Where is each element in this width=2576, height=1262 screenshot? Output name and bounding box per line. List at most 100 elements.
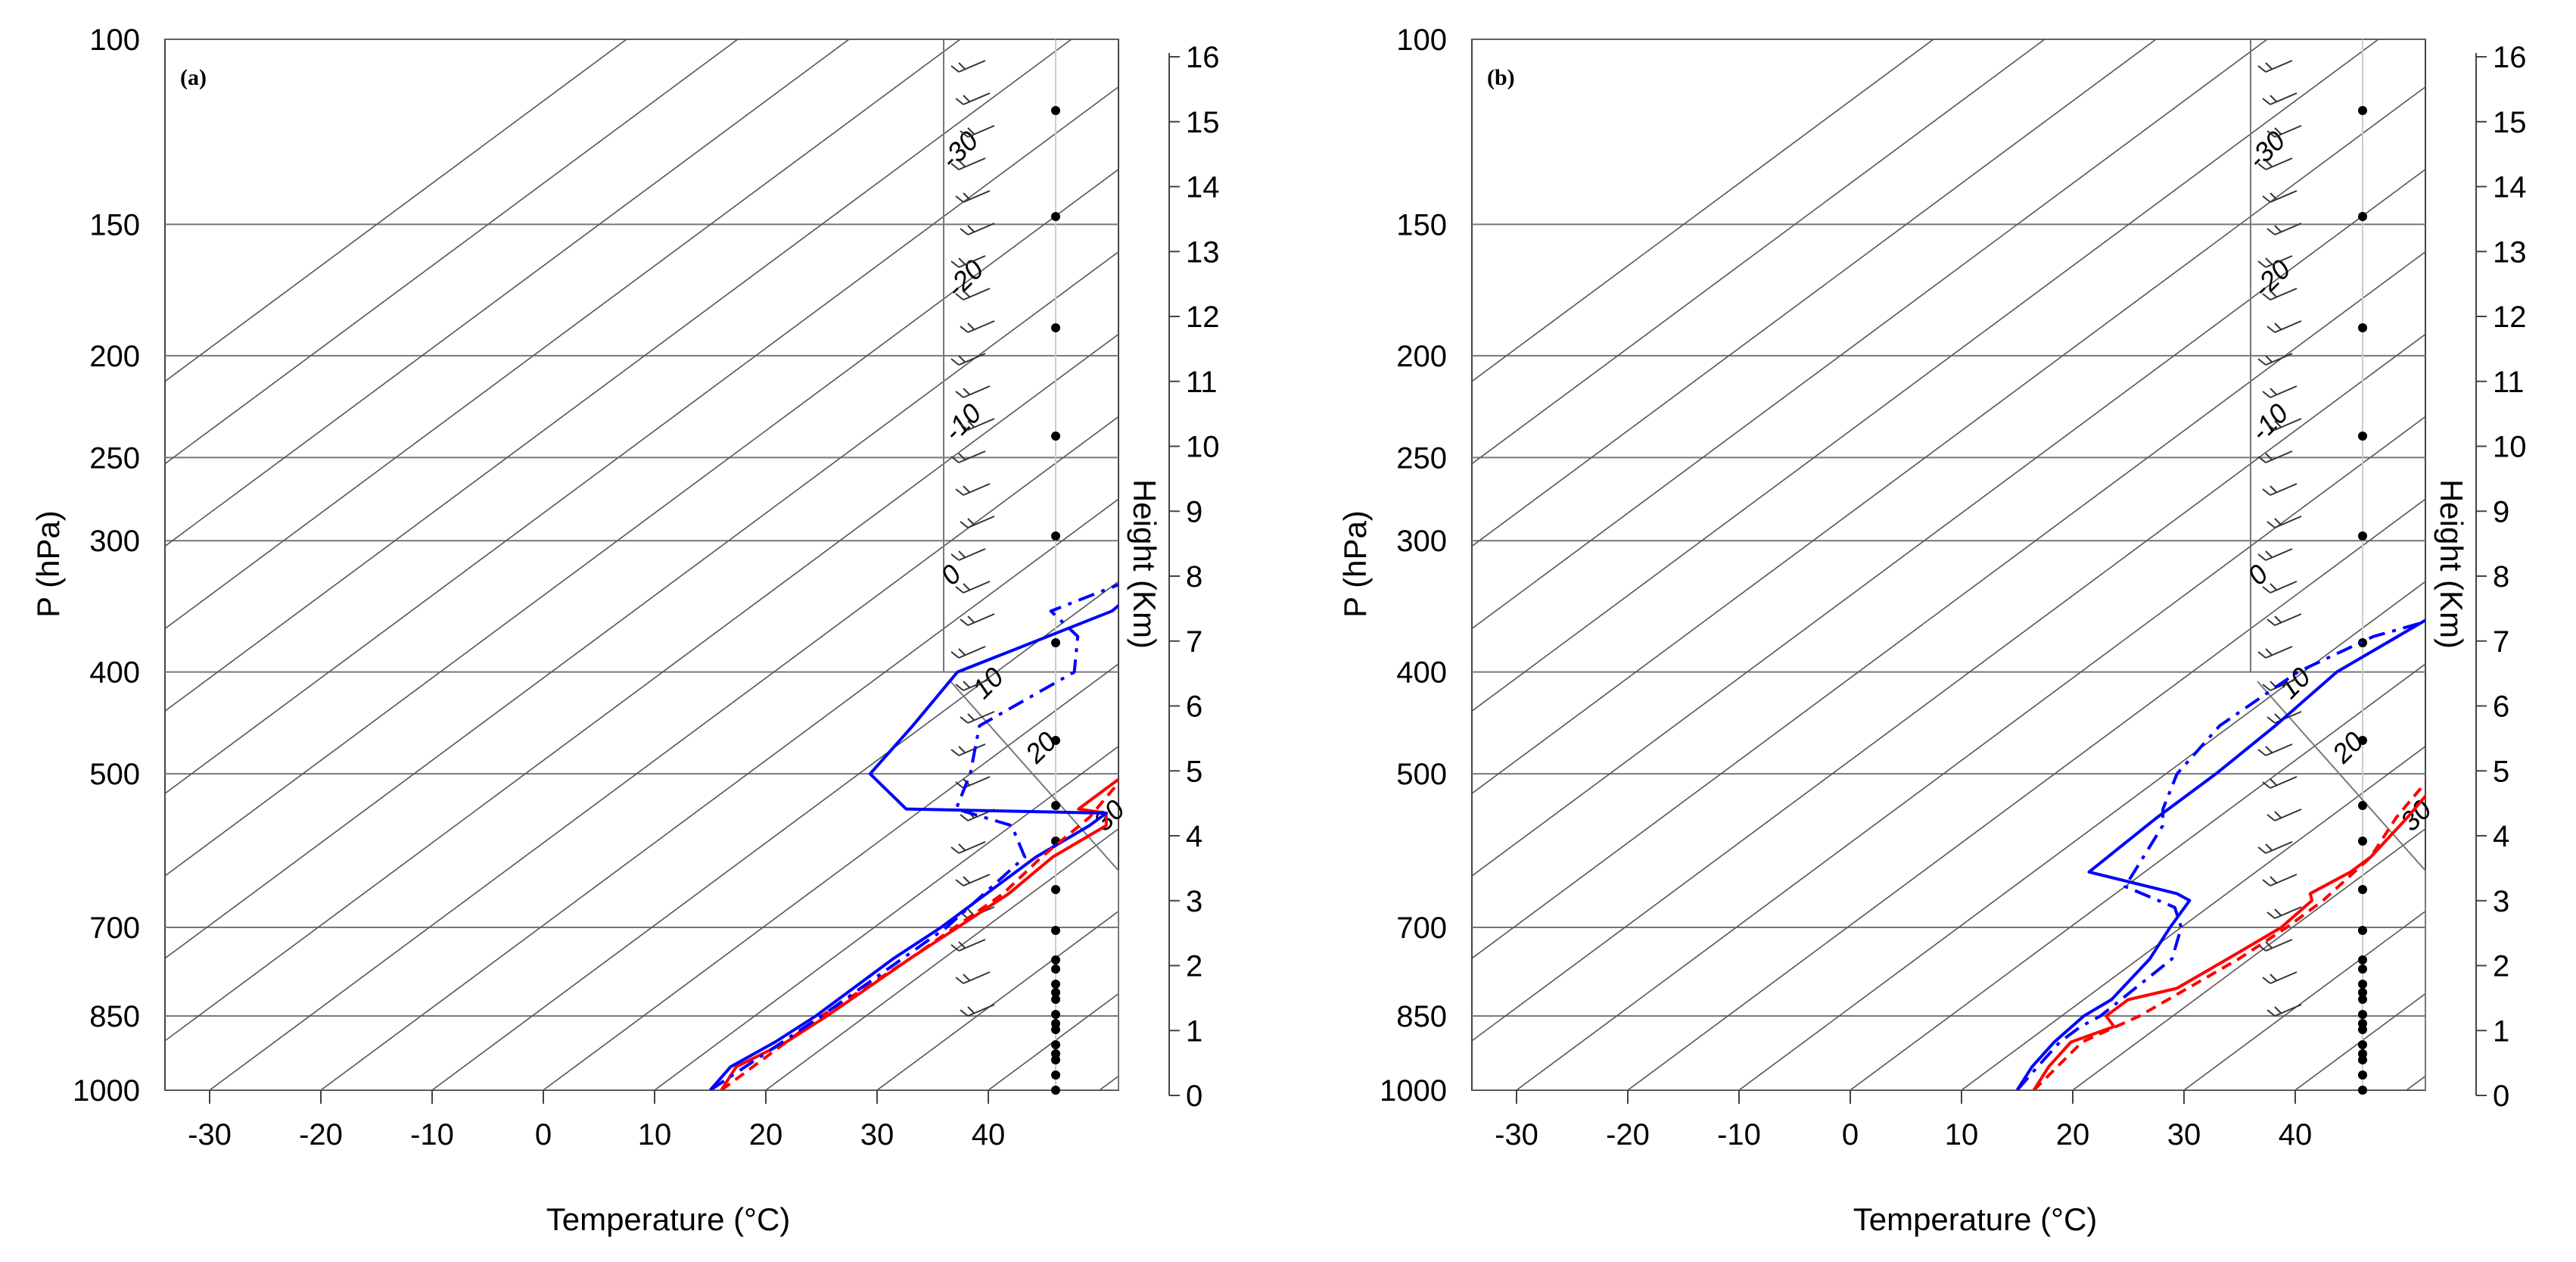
wind-scale-line <box>950 681 1119 1090</box>
height-tick-label: 12 <box>1186 301 1220 334</box>
pressure-tick-label: 1000 <box>73 1074 140 1108</box>
height-tick-label: 16 <box>2493 41 2527 74</box>
isotherm-line <box>1472 39 1934 382</box>
wind-barb <box>960 516 995 528</box>
height-tick-label: 1 <box>2493 1014 2509 1048</box>
isotherm-line <box>1738 581 2425 1090</box>
wind-barb <box>2257 646 2293 659</box>
isotherm-line <box>1516 416 2425 1090</box>
pressure-tick-label: 300 <box>89 525 140 558</box>
temperature-tick-label: -30 <box>1495 1118 1538 1151</box>
wind-barb <box>2262 971 2298 984</box>
temperature-tick-label: -30 <box>188 1118 232 1151</box>
height-tick-label: 13 <box>2493 235 2527 269</box>
wind-barb <box>960 223 995 235</box>
height-dot <box>2358 885 2367 894</box>
temperature-tick-label: 10 <box>1945 1118 1979 1151</box>
height-tick-label: 9 <box>1186 495 1202 528</box>
height-dot <box>2358 106 2367 115</box>
height-dot <box>1051 106 1060 115</box>
height-tick-label: 11 <box>2493 366 2525 399</box>
height-tick-label: 0 <box>2493 1080 2509 1113</box>
temperature-tick-label: 40 <box>972 1118 1006 1151</box>
height-dot <box>1051 1086 1060 1095</box>
isotherm-line <box>1472 39 2268 630</box>
temperature-tick-label: 0 <box>1842 1118 1859 1151</box>
isotherm-line <box>1472 86 2425 795</box>
isotherm-line <box>1961 745 2425 1090</box>
pressure-tick-label: 400 <box>89 656 140 690</box>
temperature-dashed-line <box>2033 780 2425 1090</box>
isotherm-line <box>165 39 739 465</box>
wind-barb <box>955 581 991 594</box>
wind-barb <box>2257 60 2293 73</box>
wind-barb <box>950 157 986 170</box>
wind-barb <box>955 385 991 398</box>
height-tick-label: 2 <box>1186 950 1202 983</box>
height-tick-label: 2 <box>2493 950 2509 983</box>
wind-barb <box>2257 743 2293 756</box>
temperature-tick-label: 10 <box>638 1118 672 1151</box>
panel-b: -30-20-100102030012345678910111213141516… <box>1337 23 2527 1237</box>
height-dot <box>1051 1025 1060 1034</box>
height-dot <box>2358 926 2367 935</box>
isotherm-line <box>431 581 1118 1090</box>
height-dot <box>2358 964 2367 974</box>
wind-barb <box>950 353 986 366</box>
height-tick-label: 9 <box>2493 495 2509 528</box>
wind-scale-label: -10 <box>938 397 988 447</box>
wind-barb <box>955 971 991 984</box>
isotherm-line <box>1472 251 2425 959</box>
height-dot <box>2358 988 2367 997</box>
wind-barb <box>2266 516 2302 528</box>
height-tick-label: 7 <box>2493 625 2509 659</box>
wind-barb <box>955 483 991 496</box>
temperature-axis-title: Temperature (°C) <box>546 1201 791 1237</box>
height-dot <box>1051 736 1060 745</box>
wind-barb <box>950 548 986 561</box>
wind-barb <box>2262 92 2298 105</box>
height-tick-label: 14 <box>1186 171 1220 204</box>
isotherm-line <box>765 827 1118 1090</box>
isotherm-line <box>1627 498 2425 1090</box>
temperature-axis-title: Temperature (°C) <box>1853 1201 2098 1237</box>
height-tick-label: 5 <box>2493 755 2509 788</box>
wind-scale-label: -30 <box>2242 125 2291 175</box>
height-dot <box>2358 995 2367 1004</box>
height-tick-label: 4 <box>2493 820 2509 853</box>
wind-scale-label: 0 <box>2242 559 2274 591</box>
wind-scale-line <box>2257 681 2426 1090</box>
wind-barb <box>2257 450 2293 463</box>
pressure-axis-title: P (hPa) <box>30 510 66 618</box>
temperature-tick-label: 20 <box>2056 1118 2090 1151</box>
wind-barb <box>960 1004 995 1017</box>
height-axis-title: Height (Km) <box>2434 479 2469 649</box>
isotherm-line <box>165 333 1118 1042</box>
height-dot <box>2358 1010 2367 1019</box>
pressure-tick-label: 150 <box>1396 208 1447 241</box>
wind-barbs <box>2257 60 2302 1017</box>
grid-lines <box>1472 39 2425 1090</box>
height-dot <box>2358 1055 2367 1064</box>
dewpoint-line <box>2015 619 2425 1090</box>
height-tick-label: 11 <box>1186 366 1218 399</box>
dewpoint-line <box>708 603 1118 1090</box>
height-dot <box>2358 432 2367 441</box>
wind-scale-label: 30 <box>2394 793 2438 837</box>
wind-barb <box>2262 288 2298 301</box>
height-tick-label: 3 <box>2493 885 2509 918</box>
height-tick-label: 4 <box>1186 820 1202 853</box>
isotherm-line <box>1472 39 2379 712</box>
isotherm-line <box>543 663 1118 1090</box>
wind-barb <box>2262 874 2298 887</box>
height-dot <box>2358 1070 2367 1080</box>
temperature-line <box>2032 793 2425 1090</box>
height-dot <box>2358 837 2367 846</box>
data-series <box>2015 619 2425 1090</box>
height-dot <box>1051 323 1060 332</box>
pressure-tick-label: 200 <box>89 340 140 373</box>
isotherm-line <box>2183 910 2425 1090</box>
isotherm-line <box>2072 827 2425 1090</box>
panel-a: -30-20-100102030012345678910111213141516… <box>30 23 1220 1237</box>
wind-barb <box>960 320 995 333</box>
